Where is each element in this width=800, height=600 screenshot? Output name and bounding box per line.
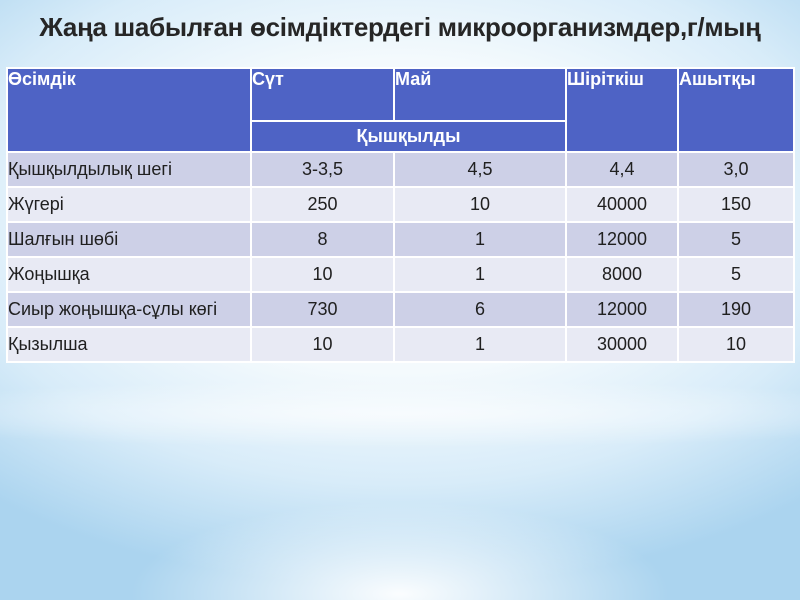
row-label: Жоңышқа <box>6 256 252 293</box>
cell-butter: 1 <box>393 256 567 293</box>
cell-putrefactive: 30000 <box>565 326 679 363</box>
page-title: Жаңа шабылған өсімдіктердегі микрооргани… <box>39 12 761 42</box>
header-cell-putrefactive: Шіріткіш <box>565 67 679 153</box>
header-cell-milk: Сүт <box>250 67 395 122</box>
header-cell-plant: Өсімдік <box>6 67 252 153</box>
row-label: Шалғын шөбі <box>6 221 252 258</box>
cell-putrefactive: 8000 <box>565 256 679 293</box>
cell-yeast: 10 <box>677 326 795 363</box>
cell-butter: 4,5 <box>393 151 567 188</box>
cell-milk: 10 <box>250 326 395 363</box>
header-cell-acid: Қышқылды <box>250 120 567 153</box>
cell-yeast: 5 <box>677 256 795 293</box>
row-label: Жүгері <box>6 186 252 223</box>
cell-butter: 10 <box>393 186 567 223</box>
table-body: Қышқылдылық шегі 3-3,5 4,5 4,4 3,0 Жүгер… <box>6 151 795 363</box>
cell-yeast: 5 <box>677 221 795 258</box>
cell-milk: 3-3,5 <box>250 151 395 188</box>
cell-butter: 6 <box>393 291 567 328</box>
cell-yeast: 190 <box>677 291 795 328</box>
microorganisms-table: Өсімдік Сүт Май Шіріткіш Ашытқы Қышқылды… <box>6 67 795 363</box>
cell-milk: 730 <box>250 291 395 328</box>
table-row: Шалғын шөбі 8 1 12000 5 <box>6 221 795 258</box>
row-label: Қышқылдылық шегі <box>6 151 252 188</box>
cell-putrefactive: 12000 <box>565 221 679 258</box>
cell-putrefactive: 12000 <box>565 291 679 328</box>
cell-milk: 8 <box>250 221 395 258</box>
cell-yeast: 150 <box>677 186 795 223</box>
cell-yeast: 3,0 <box>677 151 795 188</box>
table-row: Қышқылдылық шегі 3-3,5 4,5 4,4 3,0 <box>6 151 795 188</box>
table-row: Қызылша 10 1 30000 10 <box>6 326 795 363</box>
cell-putrefactive: 40000 <box>565 186 679 223</box>
header-row-sub: Қышқылды <box>7 120 794 153</box>
header-row-main: Өсімдік Сүт Май Шіріткіш Ашытқы <box>6 67 795 153</box>
header-cell-butter: Май <box>393 67 567 122</box>
table-row: Сиыр жоңышқа-сұлы көгі 730 6 12000 190 <box>6 291 795 328</box>
table-header: Өсімдік Сүт Май Шіріткіш Ашытқы Қышқылды <box>6 67 795 153</box>
header-cell-yeast: Ашытқы <box>677 67 795 153</box>
cell-putrefactive: 4,4 <box>565 151 679 188</box>
row-label: Сиыр жоңышқа-сұлы көгі <box>6 291 252 328</box>
row-label: Қызылша <box>6 326 252 363</box>
table-row: Жүгері 250 10 40000 150 <box>6 186 795 223</box>
cell-milk: 10 <box>250 256 395 293</box>
cell-butter: 1 <box>393 221 567 258</box>
cell-butter: 1 <box>393 326 567 363</box>
table-row: Жоңышқа 10 1 8000 5 <box>6 256 795 293</box>
cell-milk: 250 <box>250 186 395 223</box>
